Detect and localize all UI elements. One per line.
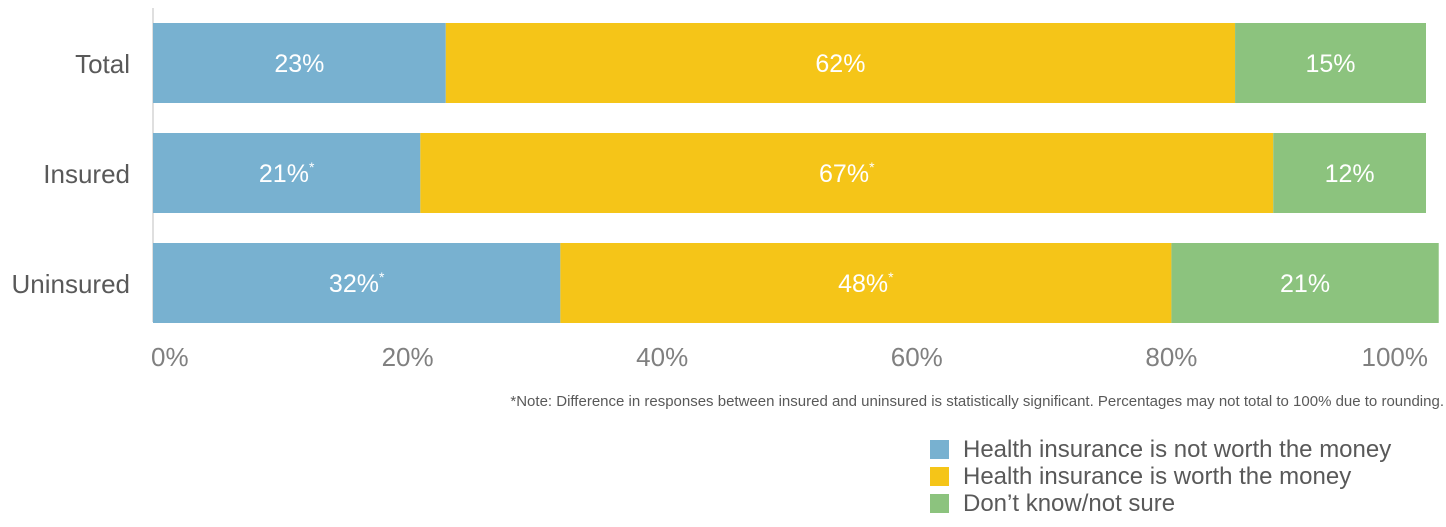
- category-label-insured: Insured: [43, 159, 130, 189]
- data-label-total-0: 23%: [274, 50, 324, 78]
- x-tick-label-3: 60%: [891, 342, 943, 372]
- bar-segment-total-0: [153, 23, 446, 103]
- x-tick-label-0: 0%: [151, 342, 189, 372]
- legend-label-not-worth: Health insurance is not worth the money: [963, 435, 1392, 463]
- significance-marker: *: [309, 159, 315, 175]
- bar-segment-insured-2: [1273, 133, 1426, 213]
- legend-item-not-worth: Health insurance is not worth the money: [930, 436, 1391, 463]
- bar-segment-uninsured-2: [1171, 243, 1439, 323]
- bar-segment-total-1: [445, 23, 1236, 103]
- significance-marker: *: [379, 269, 385, 285]
- legend-swatch-worth: [930, 467, 949, 486]
- data-label-total-2: 15%: [1306, 50, 1356, 78]
- bar-segment-insured-0: [153, 133, 421, 213]
- footnote: *Note: Difference in responses between i…: [510, 393, 1444, 410]
- data-label-total-1: 62%: [815, 50, 865, 78]
- data-label-insured-0: 21%*: [259, 159, 315, 188]
- data-label-insured-2: 12%: [1325, 160, 1375, 188]
- legend-label-worth: Health insurance is worth the money: [963, 462, 1352, 490]
- legend-label-dont-know: Don’t know/not sure: [963, 489, 1176, 517]
- data-label-uninsured-0: 32%*: [329, 269, 385, 298]
- bar-segment-uninsured-1: [560, 243, 1172, 323]
- x-tick-label-4: 80%: [1145, 342, 1197, 372]
- bar-segment-insured-1: [420, 133, 1274, 213]
- legend-swatch-dont-know: [930, 494, 949, 513]
- significance-marker: *: [888, 269, 894, 285]
- bar-segment-uninsured-0: [153, 243, 561, 323]
- category-label-total: Total: [75, 49, 130, 79]
- stacked-bar-chart: Total 23% 62% 15%Insured 21%* 67%* 12%Uninsure…: [11, 8, 1439, 372]
- legend: Health insurance is not worth the money …: [930, 436, 1391, 517]
- significance-marker: *: [869, 159, 875, 175]
- data-label-insured-1: 67%*: [819, 159, 875, 188]
- data-label-uninsured-1: 48%*: [838, 269, 894, 298]
- legend-item-worth: Health insurance is worth the money: [930, 463, 1391, 490]
- x-tick-label-2: 40%: [636, 342, 688, 372]
- bar-segment-total-2: [1235, 23, 1426, 103]
- legend-item-dont-know: Don’t know/not sure: [930, 490, 1391, 517]
- category-label-uninsured: Uninsured: [11, 269, 130, 299]
- data-label-uninsured-2: 21%: [1280, 270, 1330, 298]
- x-tick-label-5: 100%: [1362, 342, 1429, 372]
- legend-swatch-not-worth: [930, 440, 949, 459]
- x-tick-label-1: 20%: [382, 342, 434, 372]
